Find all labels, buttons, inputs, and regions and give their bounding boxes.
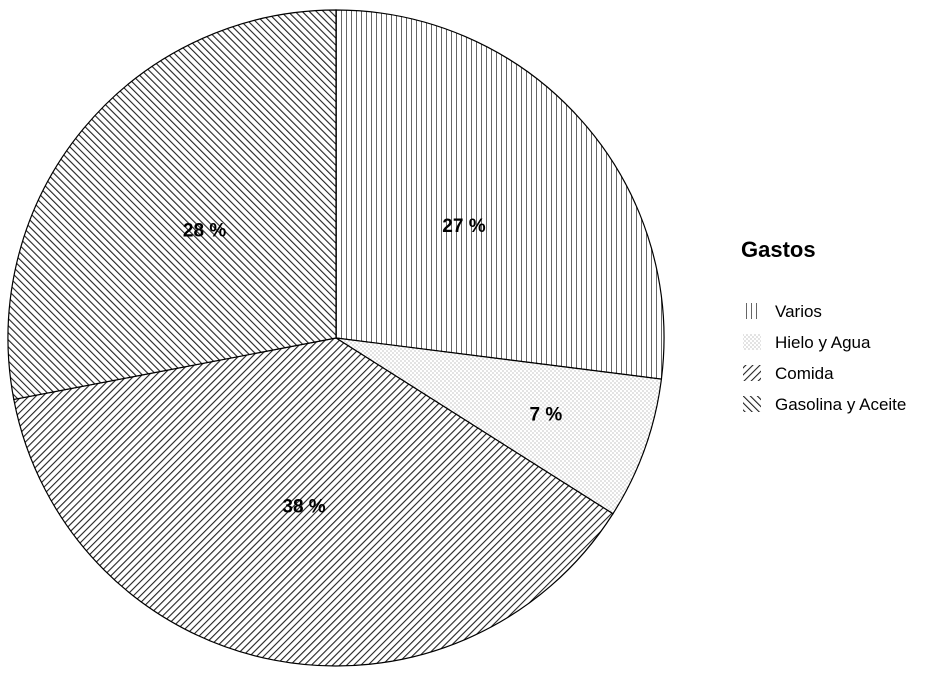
pie-slice-gasolina-y-aceite [7, 9, 337, 401]
slice-label-comida: 38 % [282, 497, 325, 518]
legend-swatch-hielo-y-agua [743, 334, 761, 350]
legend-label-gasolina-y-aceite: Gasolina y Aceite [775, 395, 906, 414]
legend-item-comida: Comida [743, 364, 834, 383]
legend: Gastos Varios Hielo y Agua Comida Gasolina … [741, 237, 906, 414]
pie-slice-comida [13, 337, 614, 667]
legend-title: Gastos [741, 237, 816, 262]
legend-swatch-varios [743, 303, 761, 319]
slice-labels: 27 % 7 % 38 % 28 % [183, 216, 562, 517]
legend-item-varios: Varios [743, 302, 822, 321]
legend-swatch-comida [743, 365, 761, 381]
legend-label-hielo-y-agua: Hielo y Agua [775, 333, 871, 352]
legend-item-gasolina-y-aceite: Gasolina y Aceite [743, 395, 906, 414]
slice-label-varios: 27 % [442, 216, 485, 237]
legend-swatch-gasolina-y-aceite [743, 396, 761, 412]
legend-label-comida: Comida [775, 364, 834, 383]
pie-slice-hielo-y-agua [335, 337, 663, 515]
legend-item-hielo-y-agua: Hielo y Agua [743, 333, 871, 352]
legend-label-varios: Varios [775, 302, 822, 321]
pie-slice-varios [335, 9, 665, 380]
slice-label-hielo-y-agua: 7 % [529, 405, 562, 426]
slice-label-gasolina-y-aceite: 28 % [183, 220, 226, 241]
pie-slices [7, 9, 665, 667]
